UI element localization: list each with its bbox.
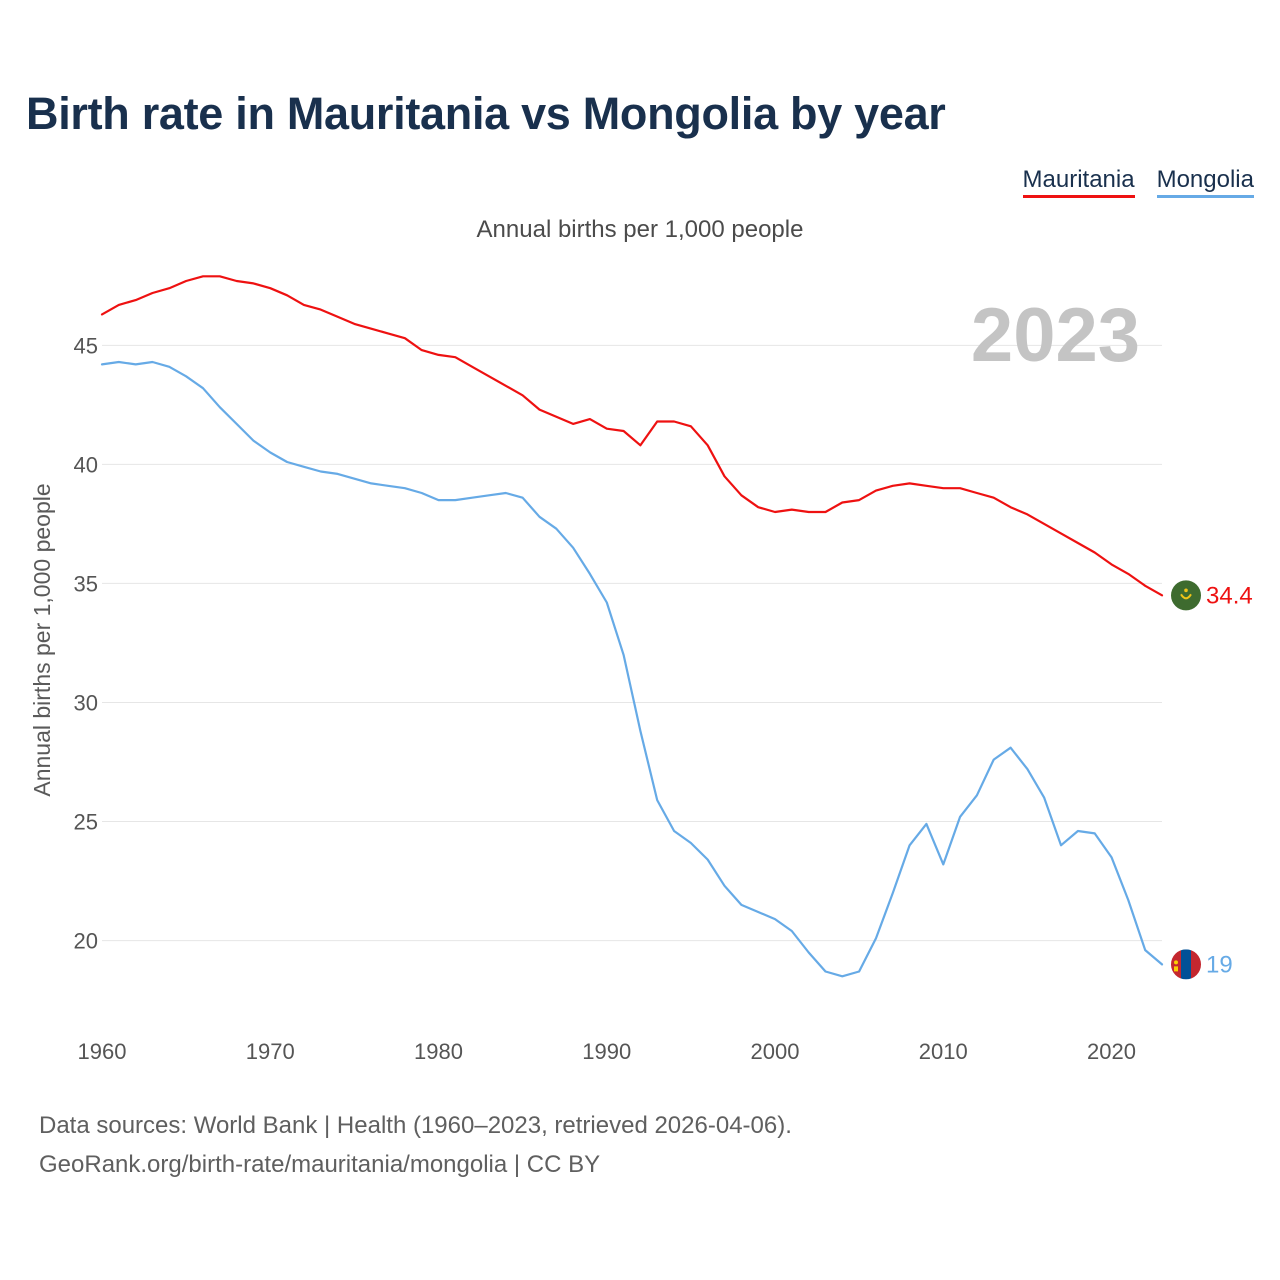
legend-item-mongolia[interactable]: Mongolia bbox=[1156, 166, 1254, 198]
x-tick-label: 1970 bbox=[246, 1039, 295, 1064]
end-value-label-mongolia: 19 bbox=[1206, 951, 1233, 978]
y-tick-label: 30 bbox=[74, 690, 98, 715]
x-tick-label: 2020 bbox=[1087, 1039, 1136, 1064]
mongolia-flag-icon bbox=[1171, 949, 1201, 980]
y-tick-label: 40 bbox=[74, 452, 98, 477]
chart-subtitle: Annual births per 1,000 people bbox=[476, 216, 804, 243]
x-tick-label: 1960 bbox=[78, 1039, 127, 1064]
line-chart: 20 25 30 35 40 45 1960 1970 1980 1990 2000 2010 202… bbox=[29, 275, 1253, 1064]
x-tick-label: 2000 bbox=[751, 1039, 800, 1064]
source-line-2: GeoRank.org/birth-rate/mauritania/mongol… bbox=[39, 1151, 601, 1178]
x-tick-label: 1980 bbox=[414, 1039, 463, 1064]
y-tick-label: 25 bbox=[74, 810, 98, 835]
y-tick-label: 45 bbox=[74, 333, 98, 358]
end-markers: 34.4 19 bbox=[1171, 580, 1253, 980]
mauritania-flag-icon bbox=[1171, 580, 1201, 611]
source-line-1: Data sources: World Bank | Health (1960–… bbox=[39, 1112, 792, 1139]
x-axis-ticks: 1960 1970 1980 1990 2000 2010 2020 bbox=[78, 1039, 1136, 1064]
y-tick-label: 35 bbox=[74, 571, 98, 596]
series-lines bbox=[100, 275, 1164, 978]
legend-item-mauritania[interactable]: Mauritania bbox=[1022, 166, 1135, 198]
grid-lines bbox=[102, 344, 1162, 942]
series-line-mauritania[interactable] bbox=[100, 275, 1164, 597]
x-tick-label: 2010 bbox=[919, 1039, 968, 1064]
legend: Mauritania Mongolia bbox=[1022, 166, 1254, 198]
page-title: Birth rate in Mauritania vs Mongolia by … bbox=[26, 88, 946, 139]
y-tick-label: 20 bbox=[74, 929, 98, 954]
end-value-label-mauritania: 34.4 bbox=[1206, 582, 1253, 609]
highlight-year: 2023 bbox=[971, 293, 1140, 378]
x-tick-label: 1990 bbox=[582, 1039, 631, 1064]
y-axis-ticks: 20 25 30 35 40 45 bbox=[74, 333, 98, 953]
series-line-mongolia[interactable] bbox=[100, 360, 1164, 978]
y-axis-label: Annual births per 1,000 people bbox=[29, 483, 55, 796]
source-note: Data sources: World Bank | Health (1960–… bbox=[39, 1106, 792, 1184]
